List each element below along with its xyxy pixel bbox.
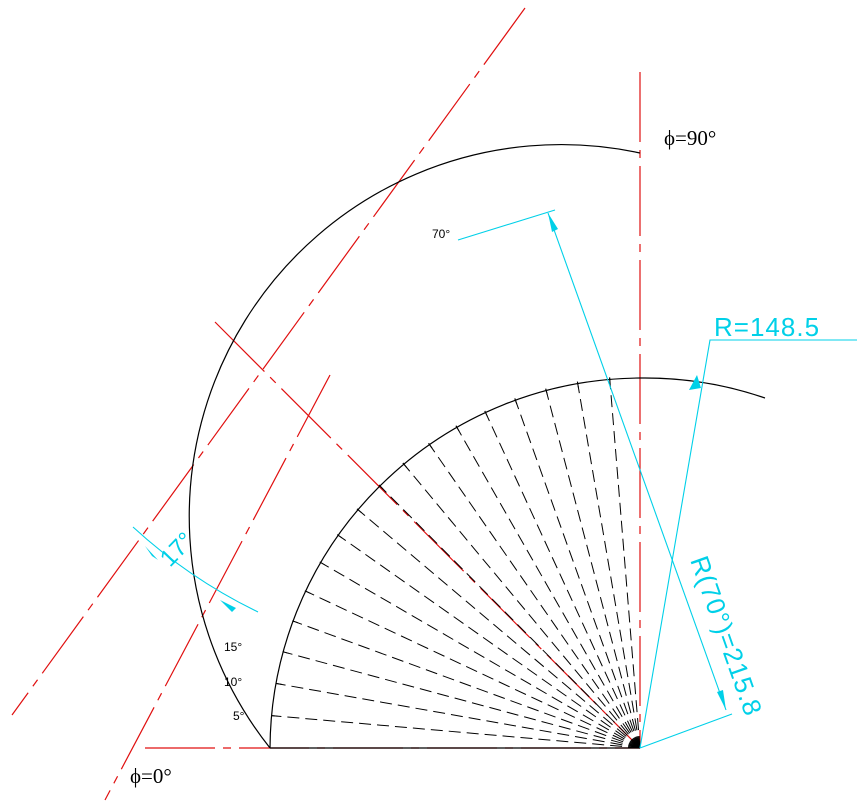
arc-tick xyxy=(356,508,362,514)
angle-label-end: ϕ=90° xyxy=(664,126,716,150)
dimensions xyxy=(132,209,857,749)
angle-17-arrowhead-top xyxy=(145,546,158,560)
arc-tick xyxy=(275,682,282,685)
arc-tick xyxy=(304,590,311,594)
radius-70-extension-top xyxy=(457,209,556,241)
generator-line xyxy=(484,410,641,749)
angle-17-arc xyxy=(132,526,259,613)
generator-line xyxy=(428,443,641,749)
generator-line xyxy=(319,561,641,749)
centerline-diagonal-tangent xyxy=(11,7,526,716)
generator-line xyxy=(402,462,641,749)
angle-label-start: ϕ=0° xyxy=(130,764,172,788)
generator-line xyxy=(455,425,641,749)
arc-tick xyxy=(576,381,579,388)
centerline-diagonal-steep xyxy=(104,374,331,801)
generator-line xyxy=(514,398,641,749)
arc-tick xyxy=(428,443,433,449)
generator-line xyxy=(576,381,641,749)
radius-70-extension-bottom xyxy=(639,713,733,749)
arc-tick xyxy=(402,462,408,468)
outer-arc xyxy=(188,143,641,749)
generator-line xyxy=(545,388,641,749)
generator-line xyxy=(304,590,641,749)
radius-70-arrowhead-top xyxy=(548,213,558,232)
generator-line xyxy=(356,508,641,749)
arc-tick xyxy=(337,534,343,539)
arc-tick xyxy=(545,388,548,395)
generator-line xyxy=(292,620,641,749)
generator-line xyxy=(378,484,641,749)
tick-label-5: 5° xyxy=(233,709,245,723)
arc-tick xyxy=(271,715,278,717)
arc-ticks xyxy=(271,377,611,717)
dim-label-radius-148: R=148.5 xyxy=(714,312,820,342)
generator-line xyxy=(275,682,641,749)
generator-line xyxy=(337,534,641,749)
arc-tick xyxy=(282,651,289,654)
dim-label-radius-70: R(70°)=215.8 xyxy=(684,552,768,720)
generator-line xyxy=(609,377,641,749)
radius-70-arrowhead-bottom xyxy=(717,690,726,710)
tick-label-70: 70° xyxy=(432,227,450,241)
angle-17-arrowhead-bottom xyxy=(220,600,236,612)
radius-70-dimension-line xyxy=(547,212,727,711)
radius-148-arrowhead xyxy=(689,375,701,390)
arc-tick xyxy=(484,410,488,417)
arcs xyxy=(188,143,766,749)
inner-arc xyxy=(269,377,766,749)
arc-tick xyxy=(514,398,518,405)
tick-label-10: 10° xyxy=(224,675,242,689)
generator-line xyxy=(271,715,641,749)
generator-line xyxy=(282,651,641,749)
arc-tick xyxy=(292,620,299,624)
arc-tick xyxy=(378,484,384,490)
arc-tick xyxy=(455,425,460,432)
generator-lines xyxy=(271,377,641,749)
tick-label-15: 15° xyxy=(224,640,242,654)
arc-tick xyxy=(609,377,611,384)
arc-tick xyxy=(319,561,326,566)
